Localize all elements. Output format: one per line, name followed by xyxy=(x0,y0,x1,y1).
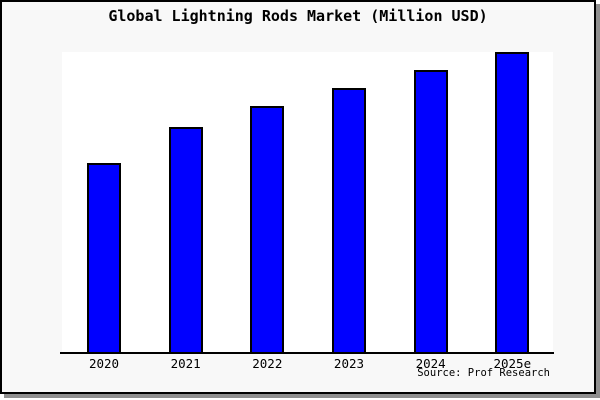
chart-figure: Global Lightning Rods Market (Million US… xyxy=(0,0,596,394)
bar-2024 xyxy=(413,70,448,352)
chart-title: Global Lightning Rods Market (Million US… xyxy=(108,7,488,25)
plot-area xyxy=(62,52,553,352)
x-tick-label-2024: 2024 xyxy=(415,356,446,371)
x-axis-line xyxy=(60,352,554,354)
bar-2025e xyxy=(495,52,530,352)
x-tick-label-2020: 2020 xyxy=(88,356,120,371)
bar-2021 xyxy=(168,127,203,352)
x-tick-label-2021: 2021 xyxy=(170,356,201,371)
x-tick-label-2025e: 2025e xyxy=(493,356,532,371)
bar-2023 xyxy=(331,88,366,352)
bar-2022 xyxy=(250,106,285,352)
x-tick-label-2022: 2022 xyxy=(252,356,283,371)
source-caption: Source: Prof Research xyxy=(417,367,550,379)
bar-2020 xyxy=(87,163,121,352)
x-tick-label-2023: 2023 xyxy=(333,356,365,371)
